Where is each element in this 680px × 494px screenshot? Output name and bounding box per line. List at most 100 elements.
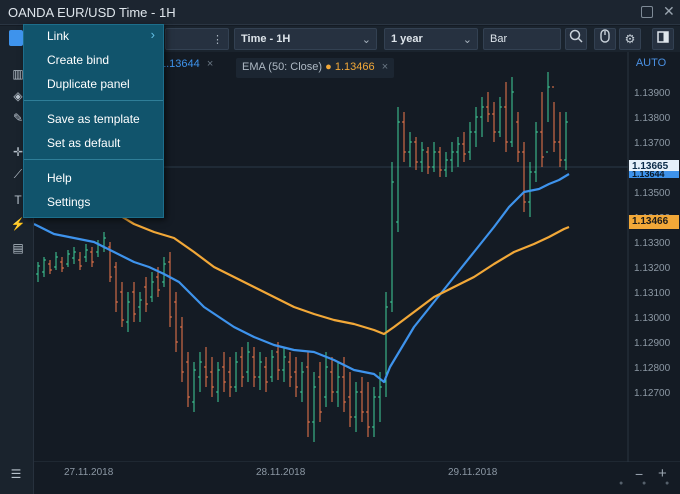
zoom-out-button[interactable]: − [635,466,644,482]
zoom-in-button[interactable]: + [658,465,667,482]
menu-item-label: Create bind [47,53,110,67]
mouse-icon[interactable] [594,28,616,50]
price-bar [396,107,400,232]
menu-item-create-bind[interactable]: Create bind [24,49,163,71]
price-bar [324,352,328,407]
chart-type-value: Bar [490,33,508,45]
panel-toggle-icon[interactable] [652,28,674,50]
price-bar [348,372,352,427]
date-label: 29.11.2018 [448,467,498,478]
price-bar [534,122,538,182]
list-icon[interactable]: ☰ [10,467,22,481]
price-tick-label: 1.13800 [634,113,671,124]
auto-scale-button[interactable]: AUTO [635,57,667,69]
menu-item-label: Help [47,171,72,185]
price-bar [552,86,556,152]
close-icon[interactable]: × [206,58,214,70]
price-bar [114,262,118,312]
ema-legend: EMA (50: Close) ● 1.13466 × [236,58,395,78]
price-tick-label: 1.13200 [634,263,671,274]
interval-select[interactable]: Time - 1H ⌄ [234,28,377,50]
price-bar [162,257,166,287]
restore-icon[interactable] [641,6,653,18]
price-bar [510,77,514,147]
menu-item-save-as-template[interactable]: Save as template [24,108,163,130]
menu-item-label: Save as template [47,112,140,126]
price-bar [204,347,208,387]
crosshair-icon[interactable]: ✛ [12,145,24,159]
price-bar [270,350,274,382]
range-select[interactable]: 1 year ⌄ [384,28,478,50]
price-bar [36,262,40,282]
price-bar [432,142,436,172]
date-label: 28.11.2018 [256,467,306,478]
price-bar [198,352,202,392]
pencil-icon[interactable]: ✎ [12,111,24,125]
ema-dot-icon: ● [325,61,332,73]
chevron-right-icon: › [150,27,155,42]
app-logo-icon[interactable] [9,30,23,46]
price-bar [276,342,280,380]
window-title: OANDA EUR/USD Time - 1H [8,5,176,20]
price-bar [444,152,448,177]
indicator-value: 1.13644 [160,58,200,70]
chart-toolbar: ⋮ Time - 1H ⌄ 1 year ⌄ Bar ⚙ [0,26,680,52]
price-bar [150,272,154,302]
price-bar [138,292,142,322]
gear-icon[interactable]: ⚙ [619,28,641,50]
close-icon[interactable]: × [381,61,389,73]
price-bar [90,247,94,267]
price-bar [60,257,64,272]
price-bar [168,252,172,327]
price-bar [312,372,316,442]
menu-item-label: Settings [47,195,91,209]
price-chart[interactable] [34,52,680,462]
ema-label: EMA (50: Close) [242,61,323,73]
price-bar [234,352,238,392]
price-bar [420,142,424,172]
price-bar [132,282,136,322]
close-icon[interactable]: ✕ [663,3,675,19]
price-bar [72,247,76,264]
trendline-icon[interactable]: ⟋ [13,167,23,181]
menu-item-duplicate-panel[interactable]: Duplicate panel [24,73,163,95]
ema-value: 1.13466 [334,61,375,73]
price-bar [480,97,484,137]
symbol-field[interactable]: ⋮ [165,28,229,50]
price-bar [474,107,478,147]
scroll-dot-icon: ● [665,480,670,487]
price-bar [516,112,520,162]
menu-item-settings[interactable]: Settings [24,191,163,213]
price-bar [126,292,130,332]
fibonacci-icon[interactable]: ⚡ [10,217,26,231]
price-bar [288,352,292,387]
menu-item-label: Duplicate panel [47,77,130,91]
menu-item-link[interactable]: Link › [24,25,163,47]
price-bar [414,137,418,170]
price-tick-label: 1.13300 [634,238,671,249]
price-bar [180,317,184,382]
window-titlebar: OANDA EUR/USD Time - 1H ✕ [0,0,680,25]
date-label: 27.11.2018 [64,467,114,478]
layers-icon[interactable]: ◈ [13,89,23,103]
sma-price-badge: 1.13644 [629,171,679,178]
price-bar [282,347,286,382]
text-tool-icon[interactable]: T [14,193,22,207]
price-bar [390,162,394,312]
bar-chart-icon[interactable]: ▥ [12,67,24,81]
price-bar [366,382,370,437]
sma-line [34,173,570,384]
menu-item-label: Set as default [47,136,121,150]
measure-icon[interactable]: ▤ [12,241,24,255]
menu-item-help[interactable]: Help [24,167,163,189]
current-price-badge: 1.13665 [629,160,679,174]
menu-item-set-as-default[interactable]: Set as default [24,132,163,154]
price-bar [522,142,526,212]
price-bar [306,352,310,437]
magnifier-icon[interactable] [565,28,587,50]
price-tick-label: 1.13000 [634,313,671,324]
chart-type-select[interactable]: Bar [483,28,561,50]
price-tick-label: 1.13100 [634,288,671,299]
chevron-down-icon: ⌄ [462,34,472,46]
price-bar [174,292,178,352]
